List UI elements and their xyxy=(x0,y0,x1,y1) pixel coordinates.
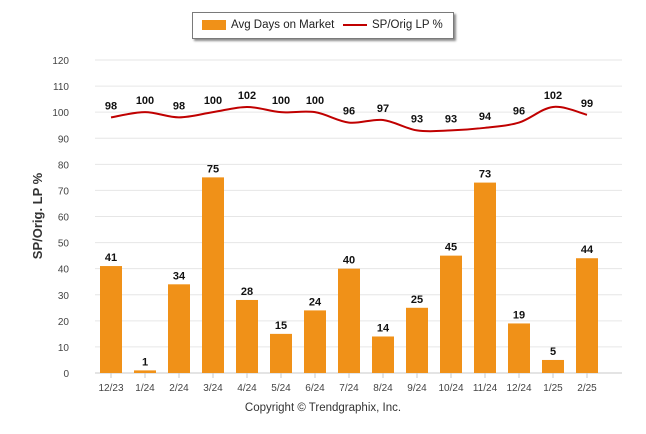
line-value-label: 100 xyxy=(272,95,290,107)
y-axis-ticks: 0 10 20 30 40 50 60 70 80 90 100 110 120 xyxy=(52,56,69,380)
line-value-label: 96 xyxy=(343,106,355,118)
x-tick-label: 11/24 xyxy=(473,383,498,394)
x-tick-label: 9/24 xyxy=(407,383,427,394)
bar xyxy=(236,299,258,373)
x-tick-label: 12/23 xyxy=(98,383,123,394)
line-value-label: 102 xyxy=(544,90,562,102)
line-series xyxy=(110,105,588,133)
legend-bar-swatch xyxy=(202,20,226,30)
x-tick-label: 8/24 xyxy=(373,383,393,394)
line-value-label: 93 xyxy=(411,113,423,125)
bar xyxy=(474,182,496,373)
bar xyxy=(406,307,428,373)
x-tick-label: 1/25 xyxy=(543,383,563,394)
x-tick-label: 3/24 xyxy=(203,383,223,394)
y-tick-label: 60 xyxy=(58,213,70,224)
y-tick-label: 20 xyxy=(58,317,70,328)
bar-value-label: 40 xyxy=(343,255,355,267)
legend-line-label: SP/Orig LP % xyxy=(372,19,443,31)
line-value-labels: 98 100 98 100 102 100 100 96 97 93 93 94 96 102 99 xyxy=(105,90,593,125)
y-tick-label: 110 xyxy=(53,82,69,93)
x-tick-label: 5/24 xyxy=(271,383,291,394)
line-value-label: 93 xyxy=(445,113,457,125)
x-axis-ticks: 12/23 1/24 2/24 3/24 4/24 5/24 6/24 7/24 8/24 9/2… xyxy=(98,373,597,394)
y-tick-label: 80 xyxy=(58,160,70,171)
bar xyxy=(508,323,530,373)
y-tick-label: 0 xyxy=(63,369,69,380)
bar-value-label: 14 xyxy=(377,322,390,334)
copyright-text: Copyright © Trendgraphix, Inc. xyxy=(244,402,402,414)
bar-series xyxy=(100,177,598,373)
line-value-label: 100 xyxy=(204,95,222,107)
line-value-label: 100 xyxy=(136,95,154,107)
legend-line-swatch xyxy=(343,24,367,26)
bar xyxy=(576,258,598,373)
x-tick-label: 6/24 xyxy=(305,383,325,394)
bar xyxy=(100,266,122,373)
line-value-label: 100 xyxy=(306,95,324,107)
y-tick-label: 10 xyxy=(58,343,70,354)
legend-item-bar[interactable]: Avg Days on Market xyxy=(202,19,334,31)
y-tick-label: 90 xyxy=(58,134,70,145)
line-value-label: 98 xyxy=(173,100,185,112)
y-tick-label: 70 xyxy=(58,186,70,197)
bar xyxy=(440,255,462,373)
line-value-label: 98 xyxy=(105,100,117,112)
chart-legend: Avg Days on Market SP/Orig LP % xyxy=(192,12,454,39)
bar-value-label: 44 xyxy=(581,244,594,256)
bar xyxy=(168,284,190,373)
line-value-label: 96 xyxy=(513,106,525,118)
bar-value-label: 41 xyxy=(105,252,117,264)
y-axis-label: SP/Orig. LP % xyxy=(30,172,45,259)
bar xyxy=(372,336,394,373)
y-tick-label: 30 xyxy=(58,291,70,302)
line-value-label: 94 xyxy=(479,111,492,123)
x-tick-label: 2/24 xyxy=(169,383,189,394)
x-tick-label: 10/24 xyxy=(438,383,463,394)
legend-bar-label: Avg Days on Market xyxy=(231,19,335,31)
y-tick-label: 50 xyxy=(58,239,70,250)
y-tick-label: 100 xyxy=(52,108,69,119)
y-tick-label: 120 xyxy=(52,56,69,67)
line-value-label: 99 xyxy=(581,98,593,110)
bar-value-label: 5 xyxy=(550,346,556,358)
bar-value-labels: 41 1 34 75 28 15 24 40 14 25 45 73 19 5 44 xyxy=(105,163,594,368)
x-tick-label: 1/24 xyxy=(135,383,155,394)
line-value-label: 102 xyxy=(238,90,256,102)
bar-value-label: 34 xyxy=(173,270,186,282)
bar xyxy=(134,370,156,373)
bar xyxy=(202,177,224,373)
x-tick-label: 4/24 xyxy=(237,383,257,394)
bar-value-label: 45 xyxy=(445,242,457,254)
x-tick-label: 2/25 xyxy=(577,383,597,394)
x-tick-label: 12/24 xyxy=(506,383,531,394)
bar-value-label: 1 xyxy=(142,356,148,368)
series-line xyxy=(110,105,588,133)
bar-value-label: 19 xyxy=(513,309,525,321)
legend-item-line[interactable]: SP/Orig LP % xyxy=(343,19,443,31)
line-value-label: 97 xyxy=(377,103,389,115)
bar-value-label: 25 xyxy=(411,294,423,306)
bar-value-label: 73 xyxy=(479,169,491,181)
bar-value-label: 24 xyxy=(309,296,322,308)
bar-value-label: 28 xyxy=(241,286,253,298)
bar-value-label: 75 xyxy=(207,163,219,175)
bar xyxy=(338,268,360,373)
bar-value-label: 15 xyxy=(275,320,287,332)
bar xyxy=(304,310,326,373)
bar xyxy=(270,333,292,373)
x-tick-label: 7/24 xyxy=(339,383,359,394)
bar xyxy=(542,359,564,373)
y-tick-label: 40 xyxy=(58,265,70,276)
